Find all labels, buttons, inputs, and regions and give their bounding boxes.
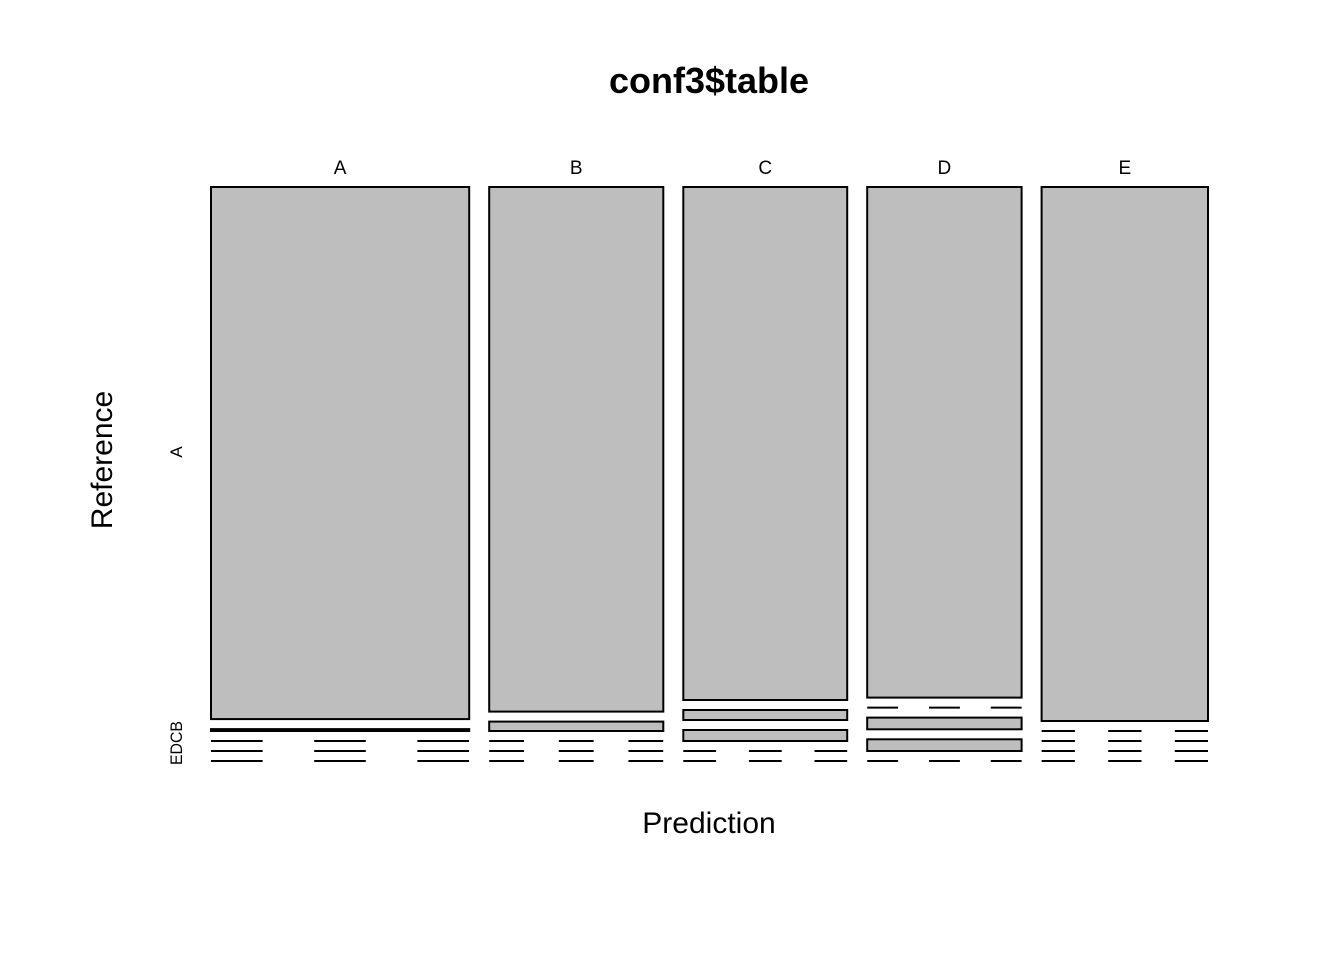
cell-pred-e-ref-a (1040, 186, 1209, 722)
cell-pred-d-ref-a (866, 186, 1023, 699)
y-tick-label-edcb: EDCB (167, 721, 186, 765)
cell-pred-b-ref-b (488, 720, 665, 732)
x-tick-label-e: E (1118, 158, 1131, 179)
cell-pred-c-ref-b (682, 709, 849, 721)
cell-pred-a-ref-b (210, 728, 471, 732)
x-axis-label: Prediction (642, 807, 775, 840)
cell-pred-a-ref-a (210, 186, 471, 721)
cell-pred-c-ref-a (682, 186, 849, 701)
mosaic-body (210, 186, 1209, 762)
x-tick-label-a: A (334, 158, 347, 179)
cell-pred-d-ref-d (866, 738, 1023, 752)
x-tick-label-d: D (938, 158, 952, 179)
x-tick-label-b: B (570, 158, 583, 179)
chart-title: conf3$table (609, 60, 809, 101)
y-axis-label: Reference (86, 391, 119, 529)
y-tick-label-a: A (167, 446, 186, 458)
cell-pred-c-ref-c (682, 729, 849, 742)
cell-pred-b-ref-a (488, 186, 665, 713)
x-tick-label-c: C (758, 158, 772, 179)
cell-pred-d-ref-c (866, 716, 1023, 731)
